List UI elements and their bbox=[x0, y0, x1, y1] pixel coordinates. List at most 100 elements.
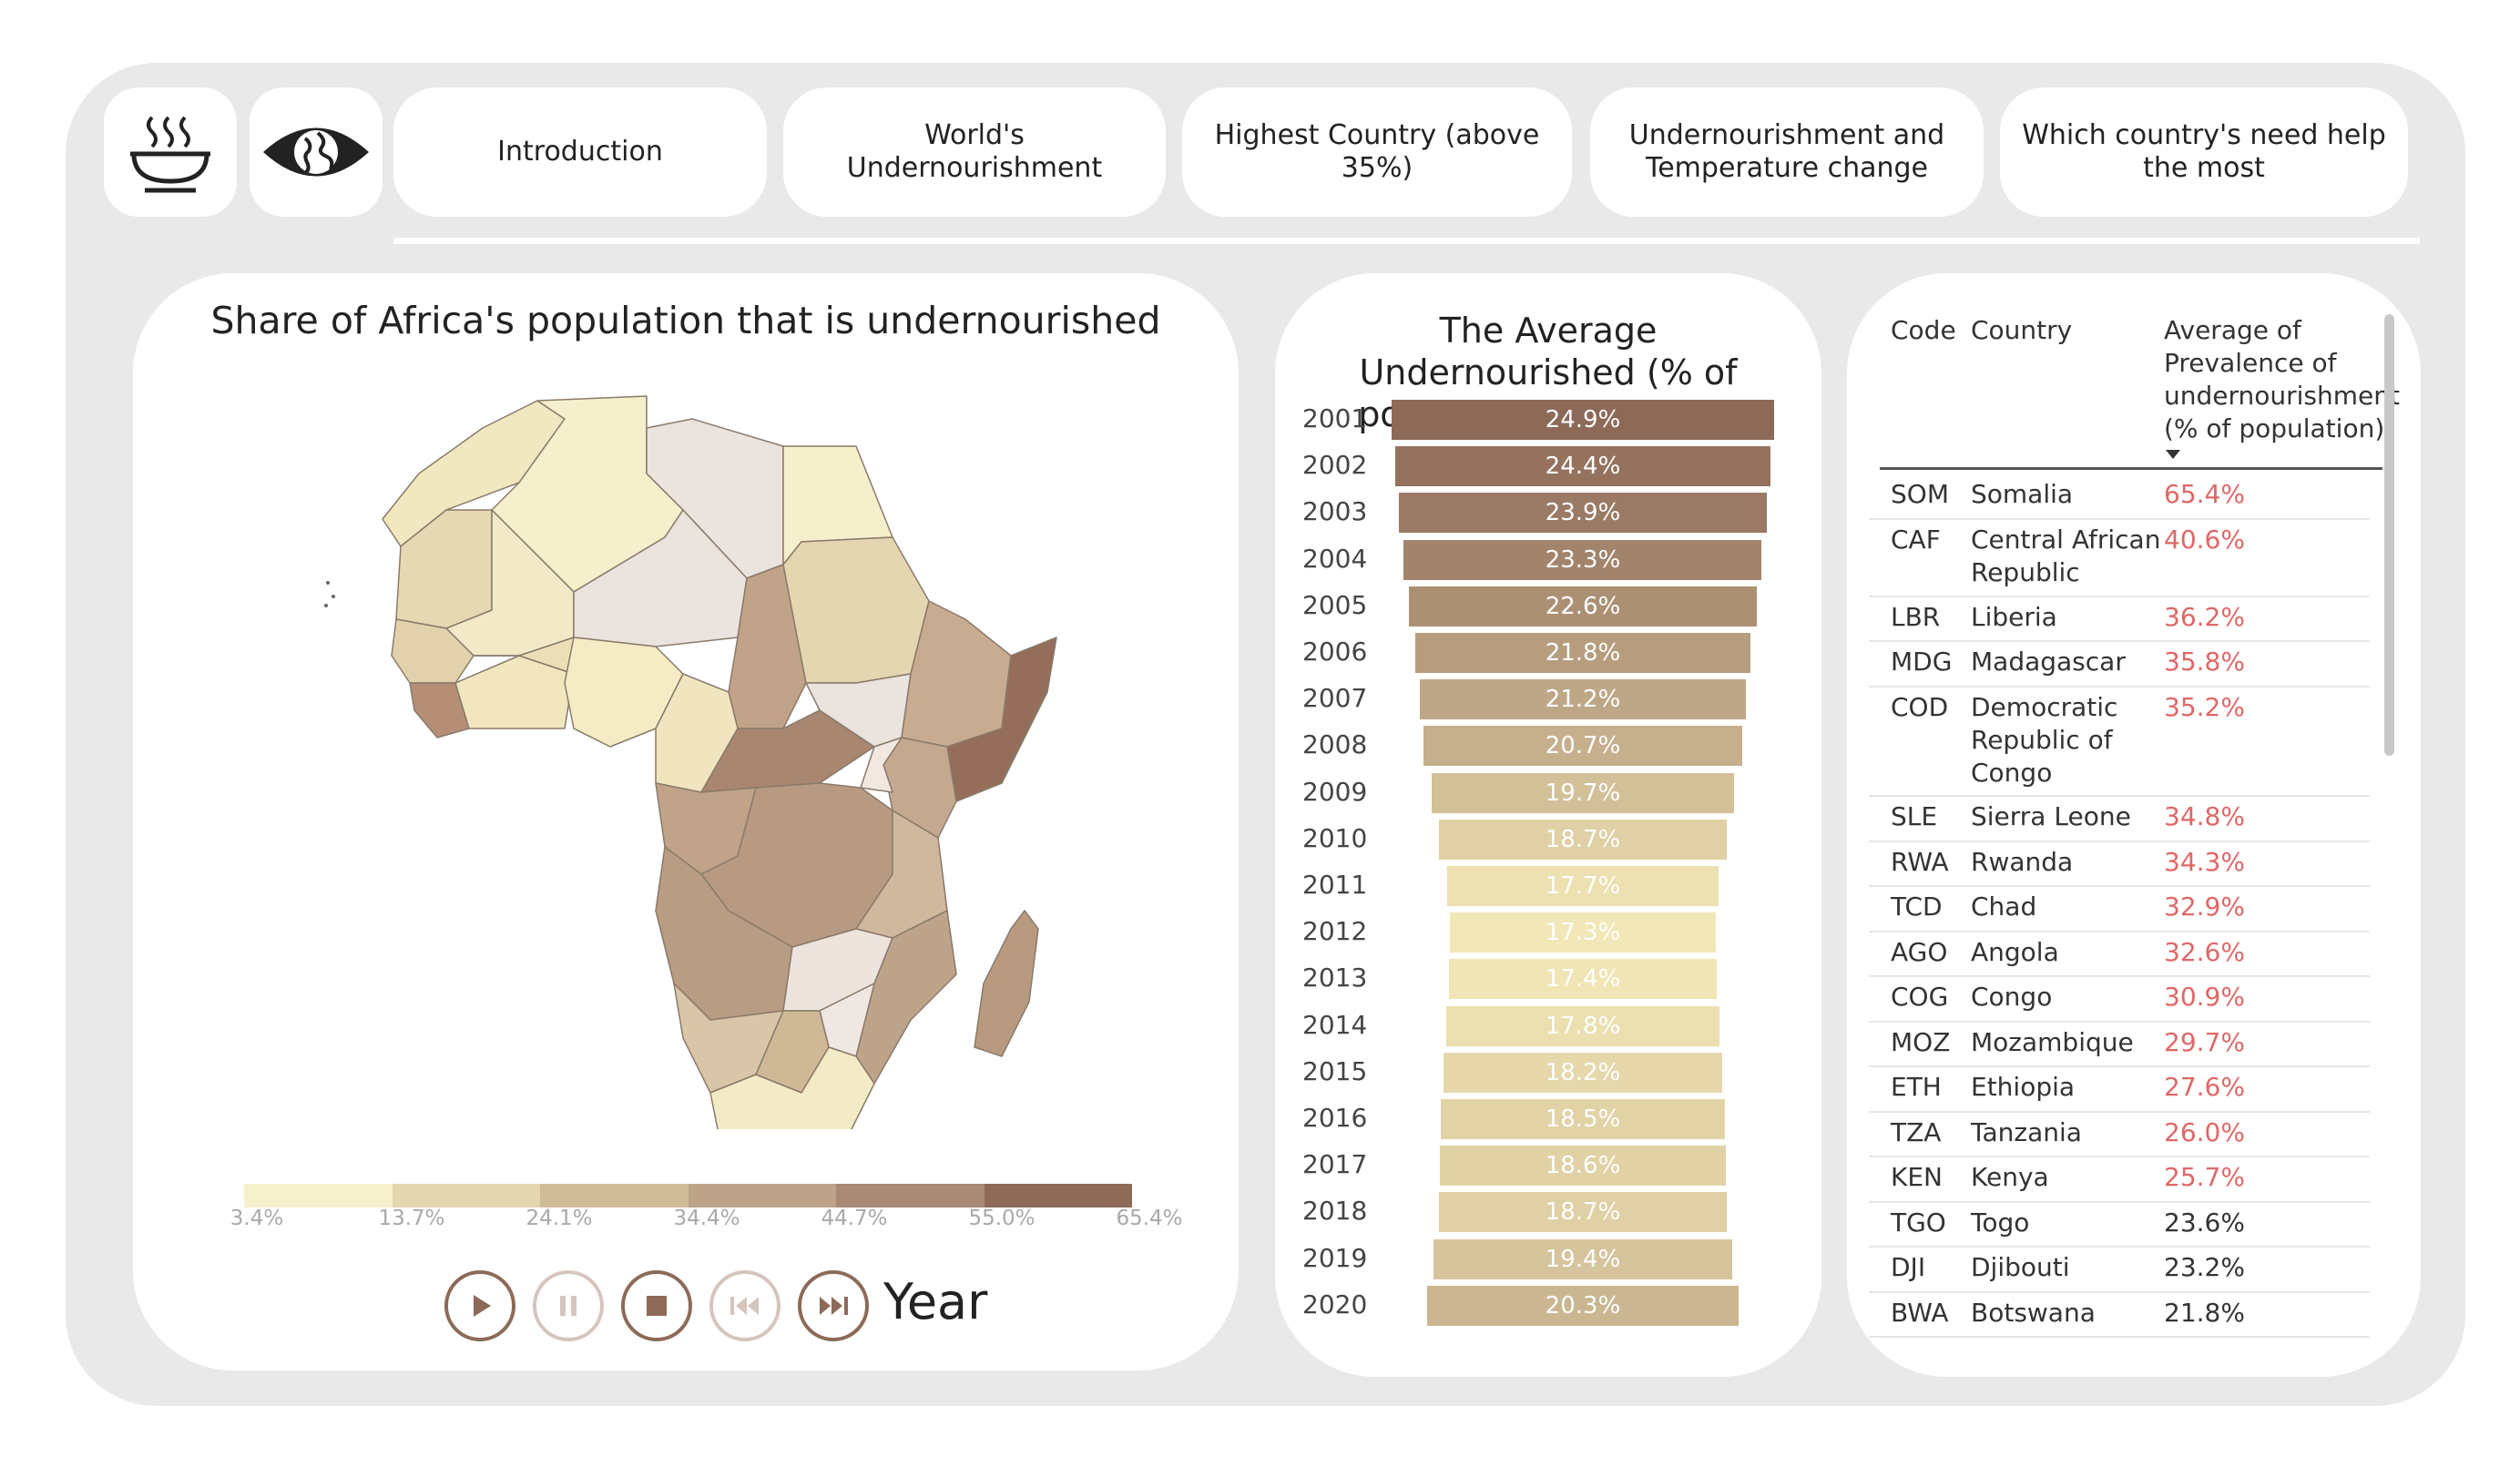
country-name-line: Democratic bbox=[1971, 691, 2118, 722]
bowl-icon bbox=[130, 116, 210, 193]
cell-country: Sierra Leone bbox=[1971, 800, 2131, 833]
country-name-line: Congo bbox=[1971, 982, 2053, 1012]
cell-code: COG bbox=[1891, 982, 1949, 1012]
country-name-line: Chad bbox=[1971, 892, 2037, 922]
year-bar[interactable]: 21.2% bbox=[1420, 679, 1746, 720]
year-tick-label: 2014 bbox=[1302, 1009, 1368, 1040]
nav-divider bbox=[393, 238, 2420, 244]
region-sierra-leone-liberia bbox=[409, 682, 470, 739]
bar-value-label: 24.4% bbox=[1545, 453, 1621, 481]
eye-globe-icon-button[interactable] bbox=[250, 87, 383, 217]
row-divider bbox=[1869, 1156, 2370, 1157]
year-bar[interactable]: 18.2% bbox=[1443, 1052, 1723, 1093]
year-bar[interactable]: 19.4% bbox=[1433, 1238, 1732, 1279]
skip-forward-button[interactable] bbox=[798, 1270, 869, 1341]
year-bar[interactable]: 24.4% bbox=[1395, 446, 1770, 487]
bowl-icon-button[interactable] bbox=[104, 87, 237, 217]
play-icon bbox=[474, 1295, 491, 1317]
row-divider bbox=[1869, 595, 2370, 597]
country-name-line: Central African bbox=[1971, 524, 2161, 555]
year-bar[interactable]: 23.9% bbox=[1399, 493, 1767, 534]
stop-button[interactable] bbox=[621, 1270, 692, 1341]
row-divider bbox=[1869, 840, 2370, 842]
cell-value: 65.4% bbox=[2164, 479, 2245, 509]
tab-undernourishment-temperature[interactable]: Undernourishment and Temperature change bbox=[1590, 87, 1984, 217]
cell-country: Togo bbox=[1971, 1207, 2029, 1239]
play-button[interactable] bbox=[444, 1270, 515, 1341]
bar-value-label: 17.3% bbox=[1545, 919, 1621, 947]
year-bar[interactable]: 18.7% bbox=[1439, 1192, 1727, 1233]
year-bar[interactable]: 17.3% bbox=[1450, 912, 1716, 953]
year-bar[interactable]: 18.7% bbox=[1439, 819, 1727, 860]
year-bar[interactable]: 20.3% bbox=[1426, 1285, 1740, 1326]
cell-value: 21.8% bbox=[2164, 1297, 2245, 1328]
row-divider bbox=[1869, 1290, 2370, 1293]
cell-value: 26.0% bbox=[2164, 1116, 2245, 1147]
stop-icon bbox=[647, 1296, 667, 1316]
row-divider bbox=[1869, 885, 2370, 887]
year-bar[interactable]: 18.5% bbox=[1440, 1099, 1726, 1139]
cell-country: Madagascar bbox=[1971, 646, 2126, 678]
skip-back-button[interactable] bbox=[709, 1270, 780, 1341]
row-divider bbox=[1869, 1246, 2370, 1248]
year-bar[interactable]: 17.4% bbox=[1449, 959, 1717, 1000]
map-legend bbox=[244, 1184, 1132, 1207]
tab-worlds-undernourishment[interactable]: World's Undernourishment bbox=[783, 87, 1166, 217]
year-label: Year bbox=[883, 1273, 988, 1330]
country-name-line: Republic bbox=[1971, 556, 2080, 587]
header-divider bbox=[1880, 467, 2382, 470]
year-bar[interactable]: 18.6% bbox=[1440, 1146, 1726, 1187]
header-value[interactable]: Average of Prevalence of undernourishmen… bbox=[2164, 314, 2400, 445]
year-bar[interactable]: 23.3% bbox=[1403, 539, 1762, 580]
region-somalia bbox=[946, 637, 1057, 802]
sort-desc-icon[interactable] bbox=[2164, 448, 2182, 461]
row-divider bbox=[1869, 517, 2370, 520]
year-tick-label: 2019 bbox=[1302, 1242, 1368, 1273]
cell-value: 32.6% bbox=[2164, 936, 2245, 967]
header-code[interactable]: Code bbox=[1891, 315, 1956, 345]
legend-swatch-1 bbox=[244, 1184, 393, 1207]
year-tick-label: 2020 bbox=[1302, 1289, 1368, 1319]
year-bar[interactable]: 17.8% bbox=[1445, 1005, 1720, 1046]
tab-label: Highest Country (above 35%) bbox=[1214, 119, 1540, 184]
bar-value-label: 18.7% bbox=[1545, 825, 1621, 853]
cell-country: Djibouti bbox=[1971, 1251, 2070, 1284]
tab-country-needs-help[interactable]: Which country's need help the most bbox=[2000, 87, 2408, 217]
country-name-line: Angola bbox=[1971, 936, 2059, 967]
bar-value-label: 24.9% bbox=[1545, 406, 1621, 433]
table-scrollbar[interactable] bbox=[2384, 314, 2394, 756]
cell-country: Democratic Republic of Congo bbox=[1971, 691, 2117, 790]
bar-value-label: 18.6% bbox=[1545, 1152, 1621, 1180]
cell-code: DJI bbox=[1891, 1252, 1926, 1282]
bar-value-label: 21.8% bbox=[1545, 639, 1621, 667]
header-country[interactable]: Country bbox=[1971, 315, 2073, 345]
tab-label: Undernourishment and Temperature change bbox=[1628, 119, 1945, 184]
row-divider bbox=[1869, 795, 2370, 797]
legend-label: 65.4% bbox=[1116, 1207, 1183, 1230]
year-bar[interactable]: 21.8% bbox=[1415, 633, 1750, 673]
tab-introduction[interactable]: Introduction bbox=[393, 87, 767, 217]
tab-highest-country[interactable]: Highest Country (above 35%) bbox=[1182, 87, 1572, 217]
bar-value-label: 19.4% bbox=[1545, 1245, 1621, 1273]
bar-value-label: 19.7% bbox=[1545, 779, 1621, 807]
country-name-line: Djibouti bbox=[1971, 1252, 2070, 1282]
cell-country: Somalia bbox=[1971, 478, 2073, 511]
cell-value: 36.2% bbox=[2164, 601, 2245, 632]
africa-map[interactable] bbox=[310, 382, 1066, 1129]
region-south-africa bbox=[709, 1046, 875, 1129]
year-bar[interactable]: 24.9% bbox=[1392, 400, 1774, 440]
country-name-line: Kenya bbox=[1971, 1162, 2049, 1192]
country-name-line: Madagascar bbox=[1971, 647, 2126, 677]
legend-label: 34.4% bbox=[673, 1207, 740, 1230]
tab-label: Introduction bbox=[497, 136, 663, 168]
cell-country: Liberia bbox=[1971, 601, 2057, 634]
year-bar[interactable]: 22.6% bbox=[1409, 586, 1757, 627]
year-bar[interactable]: 20.7% bbox=[1423, 726, 1742, 767]
year-bar[interactable]: 19.7% bbox=[1431, 772, 1735, 813]
pause-button[interactable] bbox=[533, 1270, 604, 1341]
year-bar[interactable]: 17.7% bbox=[1446, 866, 1719, 906]
island-dot bbox=[324, 604, 328, 607]
country-name-line: Ethiopia bbox=[1971, 1072, 2076, 1102]
bar-value-label: 22.6% bbox=[1545, 592, 1621, 620]
region-madagascar bbox=[974, 910, 1039, 1057]
